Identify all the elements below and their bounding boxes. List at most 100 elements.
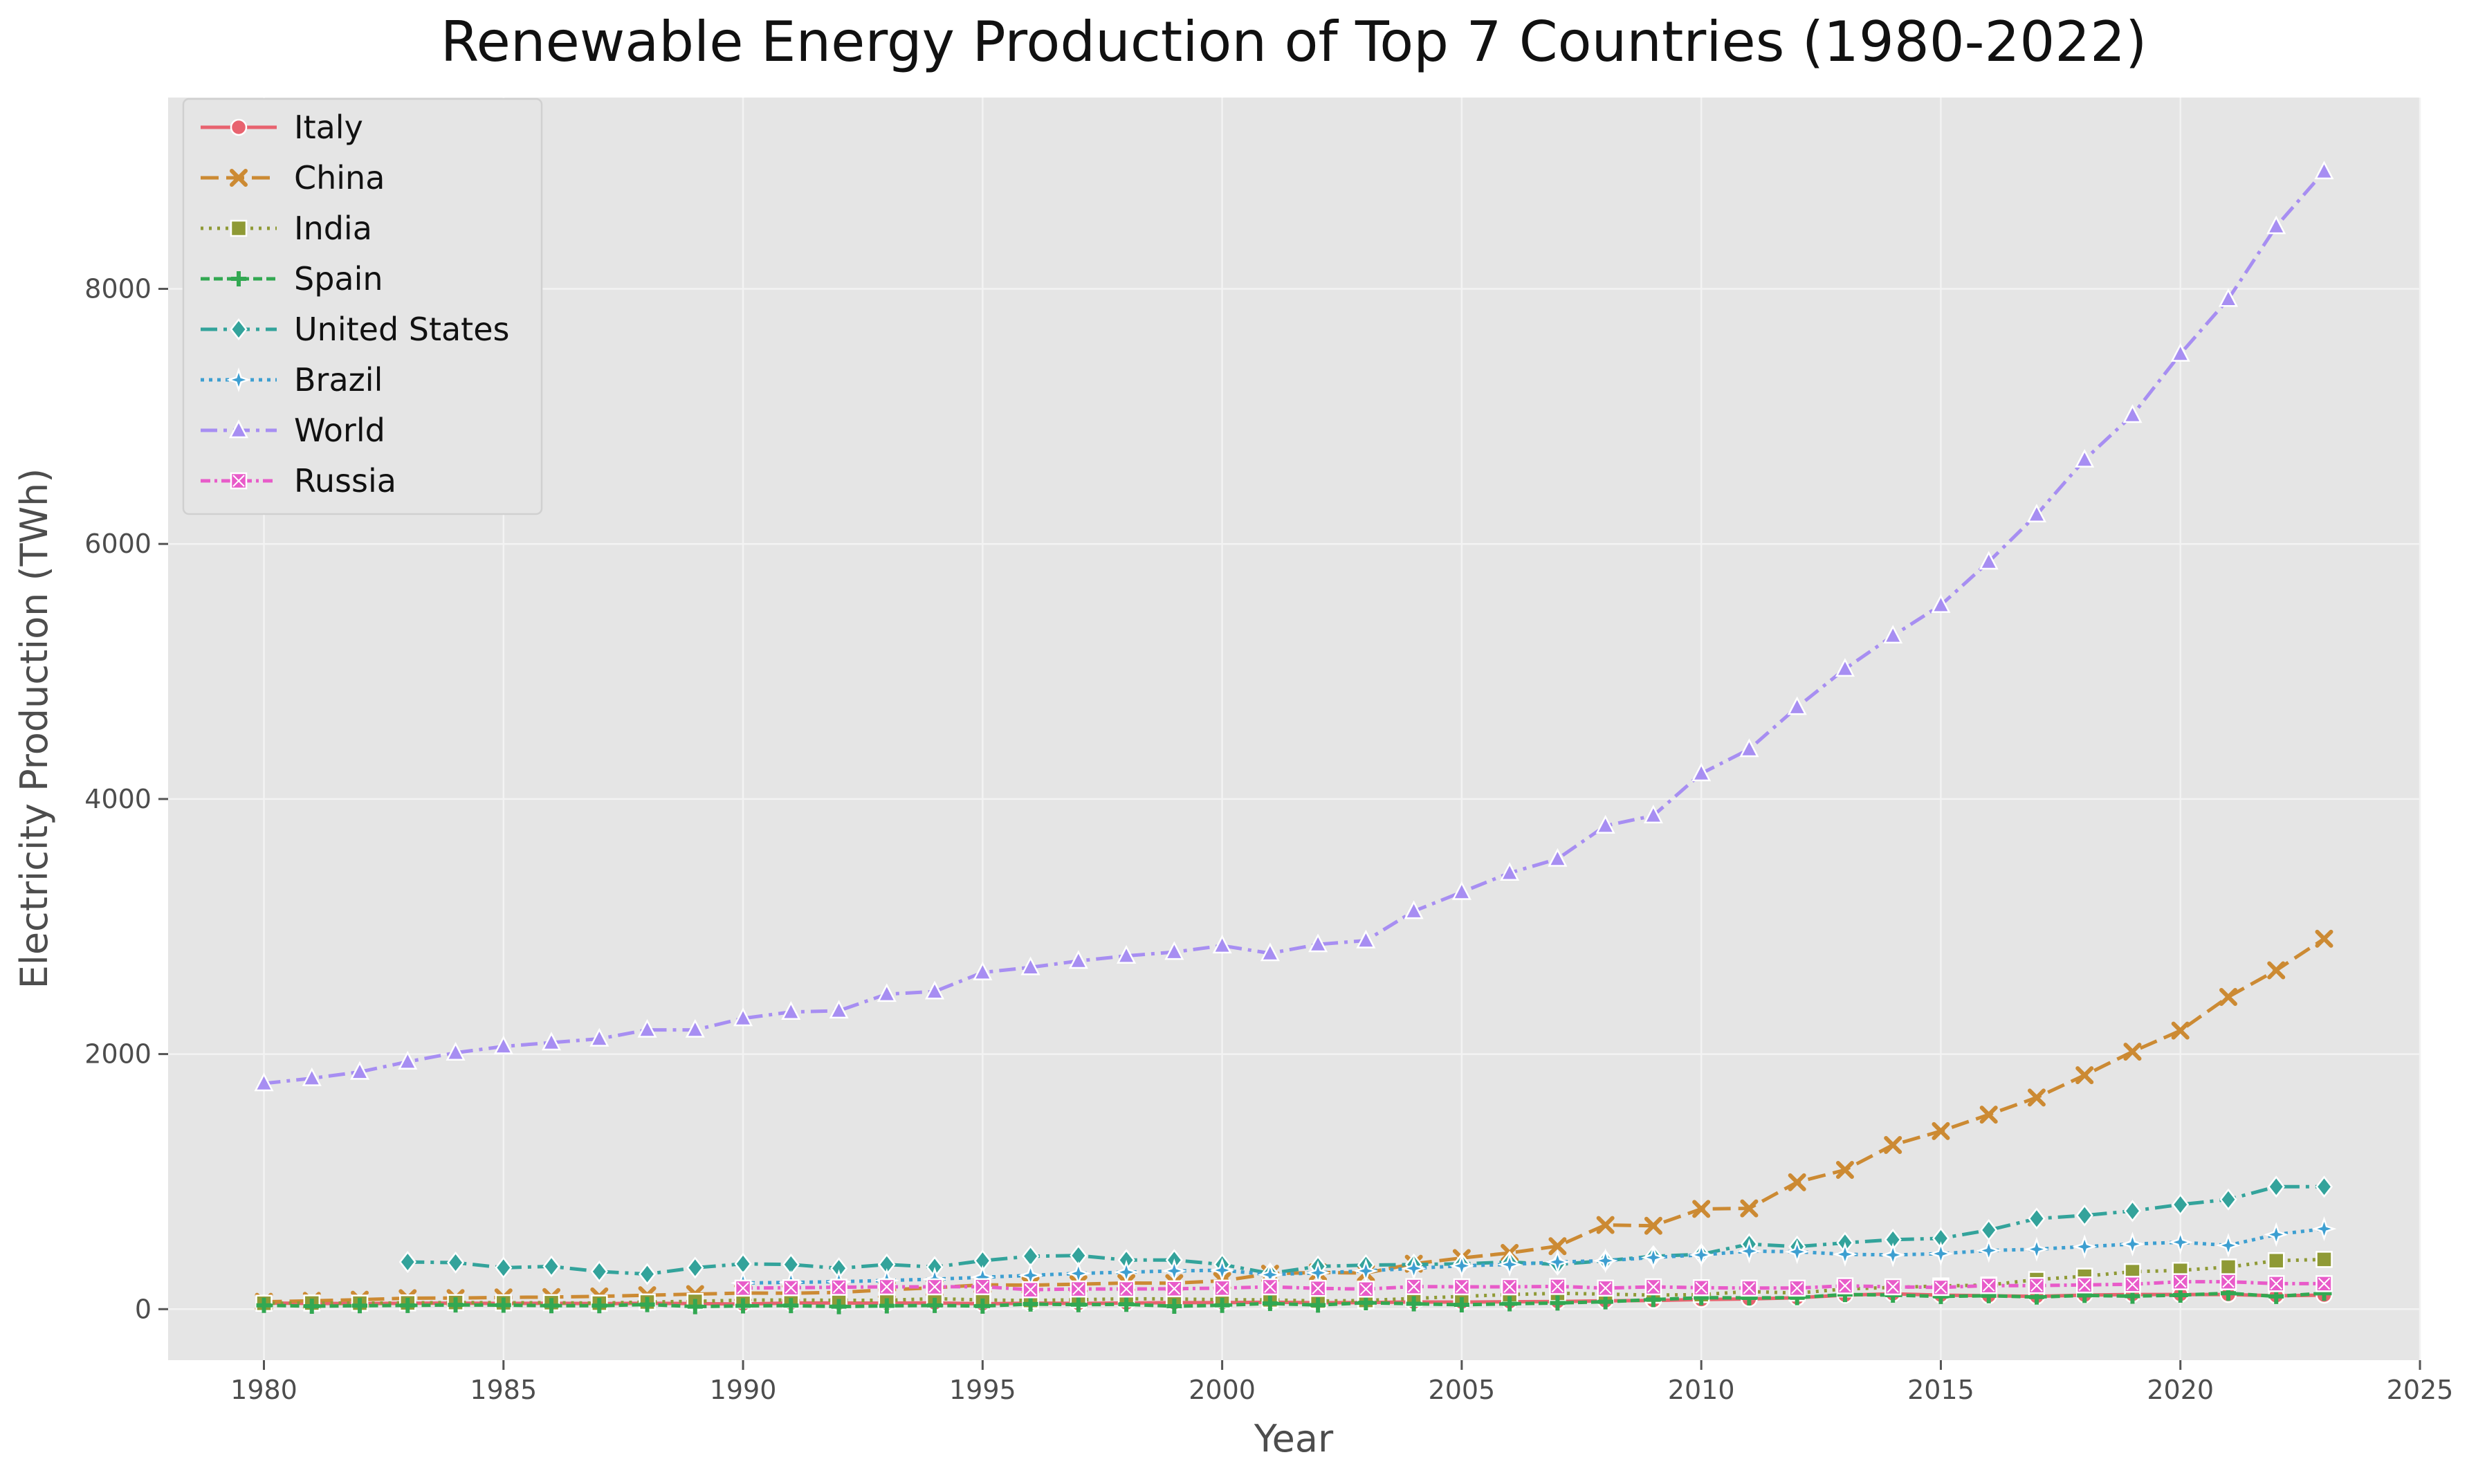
legend-label: Italy [294,109,363,146]
data-point [685,1018,705,1038]
data-point [2314,161,2334,180]
data-point [1117,944,1137,964]
data-point [1928,1241,1954,1267]
data-point [2027,1088,2046,1107]
data-point [1119,1297,1135,1312]
data-point [2026,504,2047,523]
data-point-cross [1887,1281,1899,1293]
legend-box [182,98,543,515]
data-point-cross [1695,1281,1707,1294]
data-point-cross [881,1281,893,1293]
data-point [1401,1256,1427,1281]
data-point [1692,1200,1711,1218]
data-point-cross [1168,1283,1181,1295]
data-point [1691,762,1712,782]
data-point [1593,1248,1618,1274]
data-point [1262,1295,1278,1311]
data-point-cross [1982,1279,1995,1292]
x-tick-label: 1990 [710,1375,777,1405]
x-tick-label: 2025 [2387,1375,2454,1405]
data-point [1020,956,1040,975]
data-point-cross [1934,1281,1947,1294]
data-point [2024,1236,2049,1262]
x-tick-label: 2000 [1189,1375,1256,1405]
data-point-cross [1599,1282,1612,1294]
data-point [352,1298,368,1314]
data-point-cross [1503,1281,1516,1293]
data-point [733,1007,753,1027]
data-point [2028,1207,2046,1230]
series-line [264,1257,2324,1306]
data-point [1500,862,1520,881]
data-point [495,1297,511,1313]
data-point [542,1255,560,1278]
data-point [639,1297,655,1312]
data-point [1832,1242,1858,1267]
data-point [1595,814,1615,834]
data-point [2219,1188,2237,1211]
data-point [1787,696,1807,715]
data-point [589,1027,609,1047]
data-point [1979,1106,1998,1124]
data-point [1788,1173,1806,1191]
data-point [1404,900,1424,919]
data-point [254,1072,274,1092]
legend-entry: Brazil [201,361,383,399]
data-point [1976,1238,2001,1263]
data-point [1358,1295,1374,1311]
data-point [2315,1175,2333,1198]
data-point [1736,1238,1762,1264]
legend-label: China [294,159,385,196]
data-point-cross [2030,1279,2043,1292]
data-point [1070,1297,1086,1312]
data-point [493,1035,513,1054]
x-axis-title: Year [1254,1417,1334,1460]
data-point [544,1298,560,1314]
data-point [2123,1200,2142,1222]
data-point [398,1251,416,1274]
x-tick-label: 2010 [1668,1375,1735,1405]
data-point-cross [1839,1279,1851,1292]
data-point-cross [1072,1283,1085,1295]
series-layer [254,161,2337,1314]
axis-ticks: 1980 1985 1990 1995 2000 2005 2010 2015 2020 2025… [84,274,2453,1405]
data-point-cross [2318,1277,2331,1290]
data-point [2072,1234,2098,1259]
data-point [686,1256,704,1279]
legend-marker [230,118,248,136]
data-point [1883,625,1903,644]
legend-marker [231,271,246,286]
data-point [1739,738,1759,758]
data-point [2266,215,2286,235]
data-point-cross [1551,1280,1564,1293]
data-point [1835,1160,1854,1179]
y-tick-label: 0 [135,1294,152,1324]
series-line [264,1291,2324,1309]
data-point [2170,342,2190,362]
data-point [2219,987,2237,1006]
data-point [349,1061,370,1080]
data-point [831,1299,847,1314]
data-point [1548,848,1568,867]
data-point [2267,1175,2285,1198]
legend-entry: Russia [201,462,396,500]
data-point [1308,933,1328,953]
data-point [1502,1296,1518,1312]
x-tick-label: 2005 [1429,1375,1496,1405]
data-point [783,1298,799,1314]
legend-label: Brazil [294,361,383,399]
data-point [2171,1021,2190,1040]
data-point-cross [1790,1282,1804,1294]
x-tick-label: 1980 [230,1375,297,1405]
data-point [2264,1222,2289,1247]
data-point-cross [2126,1278,2139,1291]
series-spain [256,1285,2332,1314]
data-point [1497,1252,1523,1277]
legend-label: United States [294,311,510,348]
data-point [2172,1193,2190,1216]
data-point [2267,961,2286,980]
data-point [1640,1245,1666,1270]
data-point [637,1018,657,1038]
x-tick-label: 1985 [470,1375,537,1405]
